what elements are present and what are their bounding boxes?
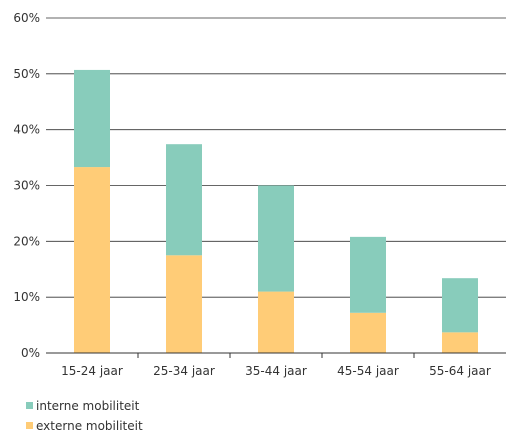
y-tick-label: 50%: [13, 67, 40, 81]
legend-swatch: [26, 422, 33, 429]
bar-interne-2: [258, 185, 294, 292]
bar-externe-3: [350, 312, 386, 353]
y-tick-label: 20%: [13, 234, 40, 248]
x-tick-label: 35-44 jaar: [245, 364, 307, 378]
legend: interne mobiliteit externe mobiliteit: [26, 399, 143, 433]
bar-interne-0: [74, 69, 110, 168]
y-tick-label: 30%: [13, 179, 40, 193]
bar-interne-4: [442, 278, 478, 333]
y-tick-label: 0%: [21, 346, 40, 360]
bar-externe-0: [74, 167, 110, 353]
y-tick-label: 60%: [13, 11, 40, 25]
x-tick-label: 25-34 jaar: [153, 364, 215, 378]
legend-label: externe mobiliteit: [36, 419, 143, 433]
x-tick-labels: 15-24 jaar 25-34 jaar 35-44 jaar 45-54 jaar…: [61, 364, 491, 378]
y-tick-label: 40%: [13, 123, 40, 137]
y-tick-label: 10%: [13, 290, 40, 304]
bar-interne-3: [350, 236, 386, 313]
x-tick-label: 55-64 jaar: [429, 364, 491, 378]
legend-label: interne mobiliteit: [36, 399, 140, 413]
axes: [46, 352, 506, 358]
bars: [74, 69, 478, 353]
y-tick-labels: 0% 10% 20% 30% 40% 50% 60%: [13, 11, 40, 360]
bar-externe-2: [258, 291, 294, 353]
x-tick-label: 45-54 jaar: [337, 364, 399, 378]
x-tick-label: 15-24 jaar: [61, 364, 123, 378]
bar-externe-1: [166, 255, 202, 353]
legend-swatch: [26, 402, 33, 409]
bar-externe-4: [442, 332, 478, 353]
bar-interne-1: [166, 144, 202, 256]
